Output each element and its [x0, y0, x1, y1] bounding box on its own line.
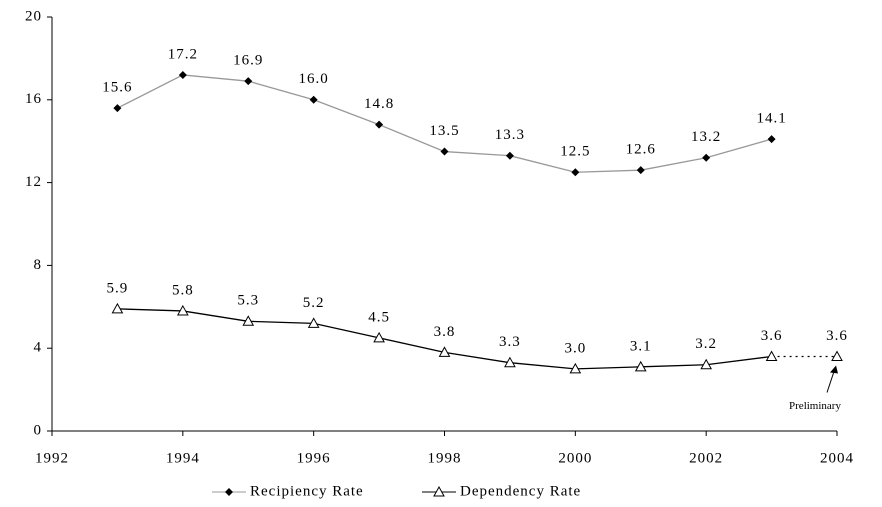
x-tick-label: 2002	[689, 450, 723, 466]
data-label: 3.2	[695, 336, 717, 352]
data-label: 3.3	[499, 334, 521, 350]
point	[176, 304, 189, 316]
annotation-arrowhead	[830, 365, 838, 374]
point	[373, 331, 385, 343]
data-label: 3.6	[826, 328, 848, 344]
y-tick-label: 0	[34, 422, 43, 438]
data-label: 4.5	[368, 309, 390, 325]
x-tick-label: 1998	[428, 450, 462, 466]
point	[767, 135, 776, 144]
point	[244, 77, 253, 86]
point	[504, 356, 516, 368]
x-tick-label: 2004	[820, 450, 854, 466]
point	[702, 153, 711, 162]
x-tick-label: 1994	[166, 450, 200, 466]
data-label: 3.0	[564, 340, 586, 356]
point	[700, 358, 713, 370]
data-label: 5.2	[303, 295, 325, 311]
annotation: Preliminary	[789, 400, 841, 412]
legend-marker	[433, 485, 445, 497]
y-tick-label: 4	[34, 340, 43, 356]
point	[765, 350, 778, 361]
legend-marker	[225, 488, 233, 496]
data-label: 12.5	[560, 144, 590, 160]
data-label: 13.5	[429, 123, 459, 139]
point	[113, 104, 122, 113]
point	[636, 166, 645, 175]
legend-label: Recipiency Rate	[250, 483, 364, 499]
data-label: 12.6	[626, 142, 656, 158]
x-tick-label: 1992	[35, 450, 69, 466]
point	[571, 168, 580, 177]
data-label: 16.9	[233, 53, 263, 69]
data-label: 5.3	[237, 293, 259, 309]
point	[242, 315, 255, 326]
point	[831, 350, 843, 361]
data-label: 17.2	[168, 46, 198, 62]
data-label: 5.9	[107, 280, 129, 296]
legend-label: Dependency Rate	[460, 483, 581, 499]
data-label: 3.6	[761, 328, 783, 344]
data-label: 15.6	[102, 80, 132, 96]
point	[634, 360, 647, 372]
data-label: 14.8	[364, 96, 394, 112]
point	[438, 346, 451, 357]
x-tick-label: 1996	[297, 450, 331, 466]
point	[307, 317, 320, 328]
data-label: 14.1	[756, 111, 786, 127]
y-tick-label: 12	[25, 174, 42, 190]
point	[309, 95, 318, 104]
x-tick-label: 2000	[558, 450, 592, 466]
point	[111, 302, 124, 314]
point	[440, 147, 449, 156]
data-label: 3.1	[630, 338, 652, 354]
data-label: 13.2	[691, 129, 721, 145]
point	[178, 70, 187, 79]
y-tick-label: 20	[25, 8, 42, 24]
data-label: 16.0	[299, 71, 329, 87]
data-label: 13.3	[495, 127, 525, 143]
y-tick-label: 8	[34, 257, 43, 273]
data-label: 3.8	[434, 324, 456, 340]
point	[569, 362, 582, 374]
y-tick-label: 16	[25, 91, 42, 107]
data-label: 5.8	[172, 282, 194, 298]
point	[375, 120, 384, 129]
point	[505, 151, 514, 160]
